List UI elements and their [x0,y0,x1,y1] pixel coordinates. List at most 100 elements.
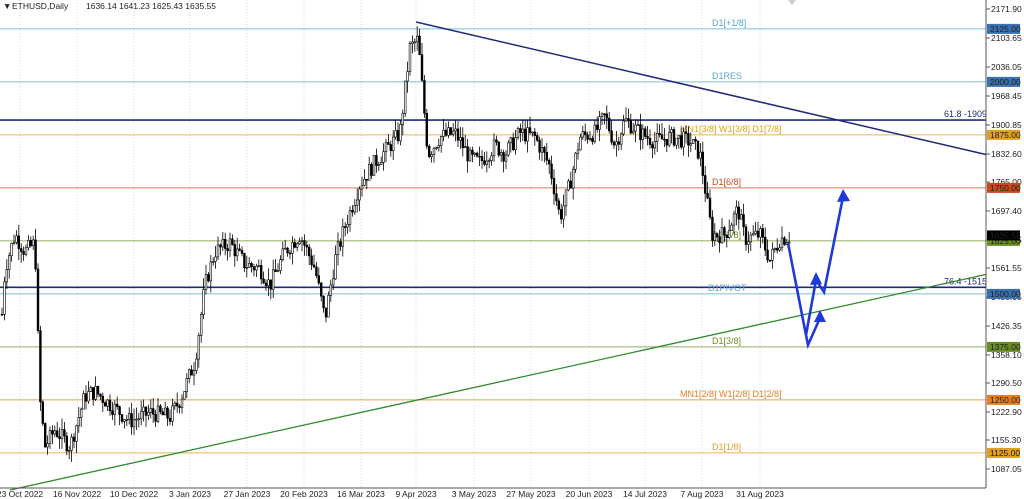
level-label: D1[3/8] [712,336,741,346]
candle-body [219,244,222,248]
candle-body [375,155,378,166]
candle-body [283,247,287,250]
candle-body [178,405,181,408]
candle-body [459,137,462,141]
y-tick-label: 1426.35 [991,321,1022,331]
candle-body [497,141,500,156]
candle-body [327,295,330,318]
candle-body [144,406,148,416]
candle-body [427,145,431,157]
candle-body [557,200,561,210]
candle-body [29,240,32,247]
candle-body [216,244,220,258]
candle-body [672,129,676,146]
candle-body [571,168,575,189]
candle-body [168,417,172,422]
candle-body [603,113,606,116]
candle-body [200,314,203,336]
level-label: D1PIVOT [708,283,747,293]
chart-header: ▼ ETHUSD,Daily 1636.14 1641.23 1625.43 1… [3,1,216,11]
candle-body [535,135,539,141]
shift-marker-icon[interactable] [788,0,796,5]
candle-body [708,197,712,218]
candle-body [391,136,395,152]
candle-body [209,261,212,282]
candle-body [295,243,299,248]
candle-body [775,247,779,251]
candle-body [106,399,109,407]
candle-body [156,405,160,422]
candle-body [552,178,556,195]
candle-body [394,130,397,138]
candle-body [718,236,721,244]
candle-body [365,178,368,181]
candle-body [384,142,388,152]
header-menu-icon[interactable]: ▼ [3,1,11,11]
candle-body [27,240,30,249]
y-tick-label: 1155.30 [991,435,1021,445]
resistance-trendline[interactable] [415,21,989,156]
candle-body [562,205,565,220]
x-tick-label: 31 Aug 2023 [736,489,784,499]
candle-body [180,398,184,408]
candle-body [63,429,66,437]
candle-body [53,430,57,435]
candle-body [749,234,753,243]
candle-body [442,129,445,137]
candle-body [341,226,344,247]
candle-body [687,133,690,146]
candle-body [747,241,750,245]
level-tag-text: 1375.00 [990,342,1021,352]
candle-body [564,189,568,207]
candle-body [116,403,119,407]
candle-body [190,369,193,376]
candle-body [257,265,260,267]
candle-body [737,206,741,220]
candle-body [348,210,352,225]
candle-body [19,248,23,252]
candle-body [319,282,323,297]
candle-body [137,418,140,421]
candle-body [329,284,332,296]
level-tag-text: 1875.00 [990,130,1021,140]
y-tick-label: 1222.90 [991,407,1022,417]
x-tick-label: 10 Dec 2022 [110,489,158,499]
candle-body [658,132,661,136]
candle-body [80,408,83,418]
candle-body [3,281,6,315]
candle-body [161,411,164,416]
candle-body [183,391,186,400]
y-tick-label: 2036.05 [991,62,1022,72]
candle-body [730,224,733,231]
candle-body [75,425,78,442]
x-tick-label: 20 Feb 2023 [280,489,328,499]
y-tick-label: 2171.90 [991,4,1022,14]
candle-body [665,138,669,146]
candle-body [759,228,762,238]
candle-body [39,330,42,403]
candle-body [543,147,546,153]
candle-body [360,184,364,190]
candle-body [259,265,263,280]
candle-body [627,118,630,122]
candle-body [751,233,755,236]
level-tag-box [987,394,1020,405]
support-trendline[interactable] [9,273,989,491]
candle-body [291,242,294,254]
candle-body [89,387,93,392]
y-tick-label: 1561.55 [991,263,1022,273]
candle-body [766,249,769,261]
candle-body [742,214,745,228]
candle-body [152,408,155,415]
candle-body [164,407,167,416]
candle-body [689,143,693,146]
candle-body [550,163,553,179]
candle-body [502,152,505,162]
candle-body [231,238,234,245]
arrow-head-up-3 [814,310,826,322]
level-tag-text: 1125.00 [990,448,1020,458]
candle-body [255,265,258,271]
candle-body [423,80,426,114]
candle-body [538,139,541,153]
